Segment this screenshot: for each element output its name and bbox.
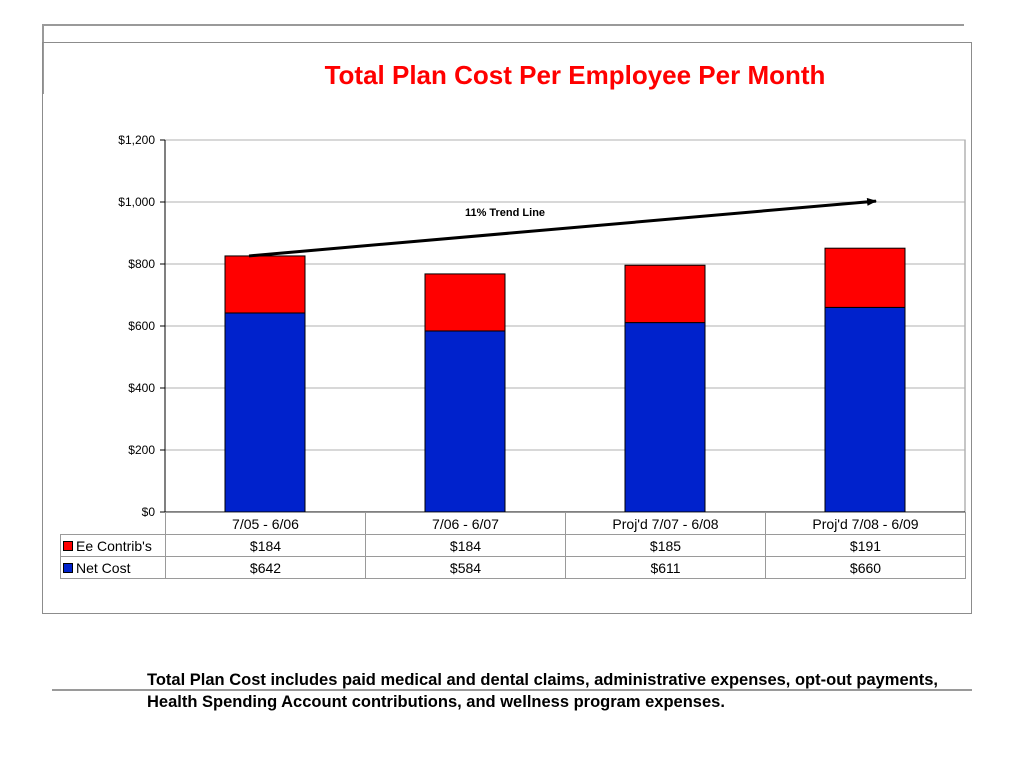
category-label: 7/06 - 6/07 (365, 512, 566, 535)
trend-arrow (248, 197, 877, 258)
data-label: $611 (565, 556, 766, 579)
bar-net-cost (424, 330, 506, 513)
y-tick-label: $800 (128, 257, 155, 271)
y-tick-label: $400 (128, 381, 155, 395)
chart-title: Total Plan Cost Per Employee Per Month (324, 60, 826, 90)
bar-ee-contrib (424, 273, 506, 332)
chart-frame (42, 42, 972, 614)
legend-swatch-red (63, 540, 73, 551)
data-label: $660 (765, 556, 966, 579)
data-label: $584 (365, 556, 566, 579)
data-label: $191 (765, 534, 966, 557)
y-tick-label: $1,000 (118, 195, 155, 209)
category-label: Proj'd 7/08 - 6/09 (765, 512, 966, 535)
legend-entry-net-cost: Net Cost (60, 556, 166, 579)
y-tick-label: $1,200 (118, 133, 155, 147)
series-row-ee-contrib: Ee Contrib's $184 $184 $185 $191 (60, 534, 966, 557)
trend-line-label: 11% Trend Line (465, 207, 545, 219)
category-row: 7/05 - 6/06 7/06 - 6/07 Proj'd 7/07 - 6/… (60, 512, 966, 535)
bar-ee-contrib (624, 264, 706, 324)
legend-swatch-blue (63, 562, 73, 573)
bar-ee-contrib (224, 255, 306, 314)
category-label: 7/05 - 6/06 (165, 512, 366, 535)
bar-net-cost (624, 322, 706, 513)
y-tick-label: $200 (128, 443, 155, 457)
footnote: Total Plan Cost includes paid medical an… (147, 671, 938, 711)
bar-ee-contrib (824, 247, 906, 308)
data-label: $642 (165, 556, 366, 579)
data-label: $184 (165, 534, 366, 557)
legend-label: Ee Contrib's (76, 537, 152, 554)
left-accent-rule (42, 24, 44, 94)
y-tick-label: $600 (128, 319, 155, 333)
top-rule (42, 24, 964, 26)
data-label: $185 (565, 534, 766, 557)
series-row-net-cost: Net Cost $642 $584 $611 $660 (60, 556, 966, 579)
table-corner (60, 512, 166, 535)
bar-net-cost (224, 312, 306, 513)
data-table: 7/05 - 6/06 7/06 - 6/07 Proj'd 7/07 - 6/… (60, 512, 966, 579)
bar-net-cost (824, 306, 906, 513)
legend-entry-ee-contrib: Ee Contrib's (60, 534, 166, 557)
data-label: $184 (365, 534, 566, 557)
legend-label: Net Cost (76, 559, 131, 576)
category-label: Proj'd 7/07 - 6/08 (565, 512, 766, 535)
footnote-rule (52, 689, 972, 691)
